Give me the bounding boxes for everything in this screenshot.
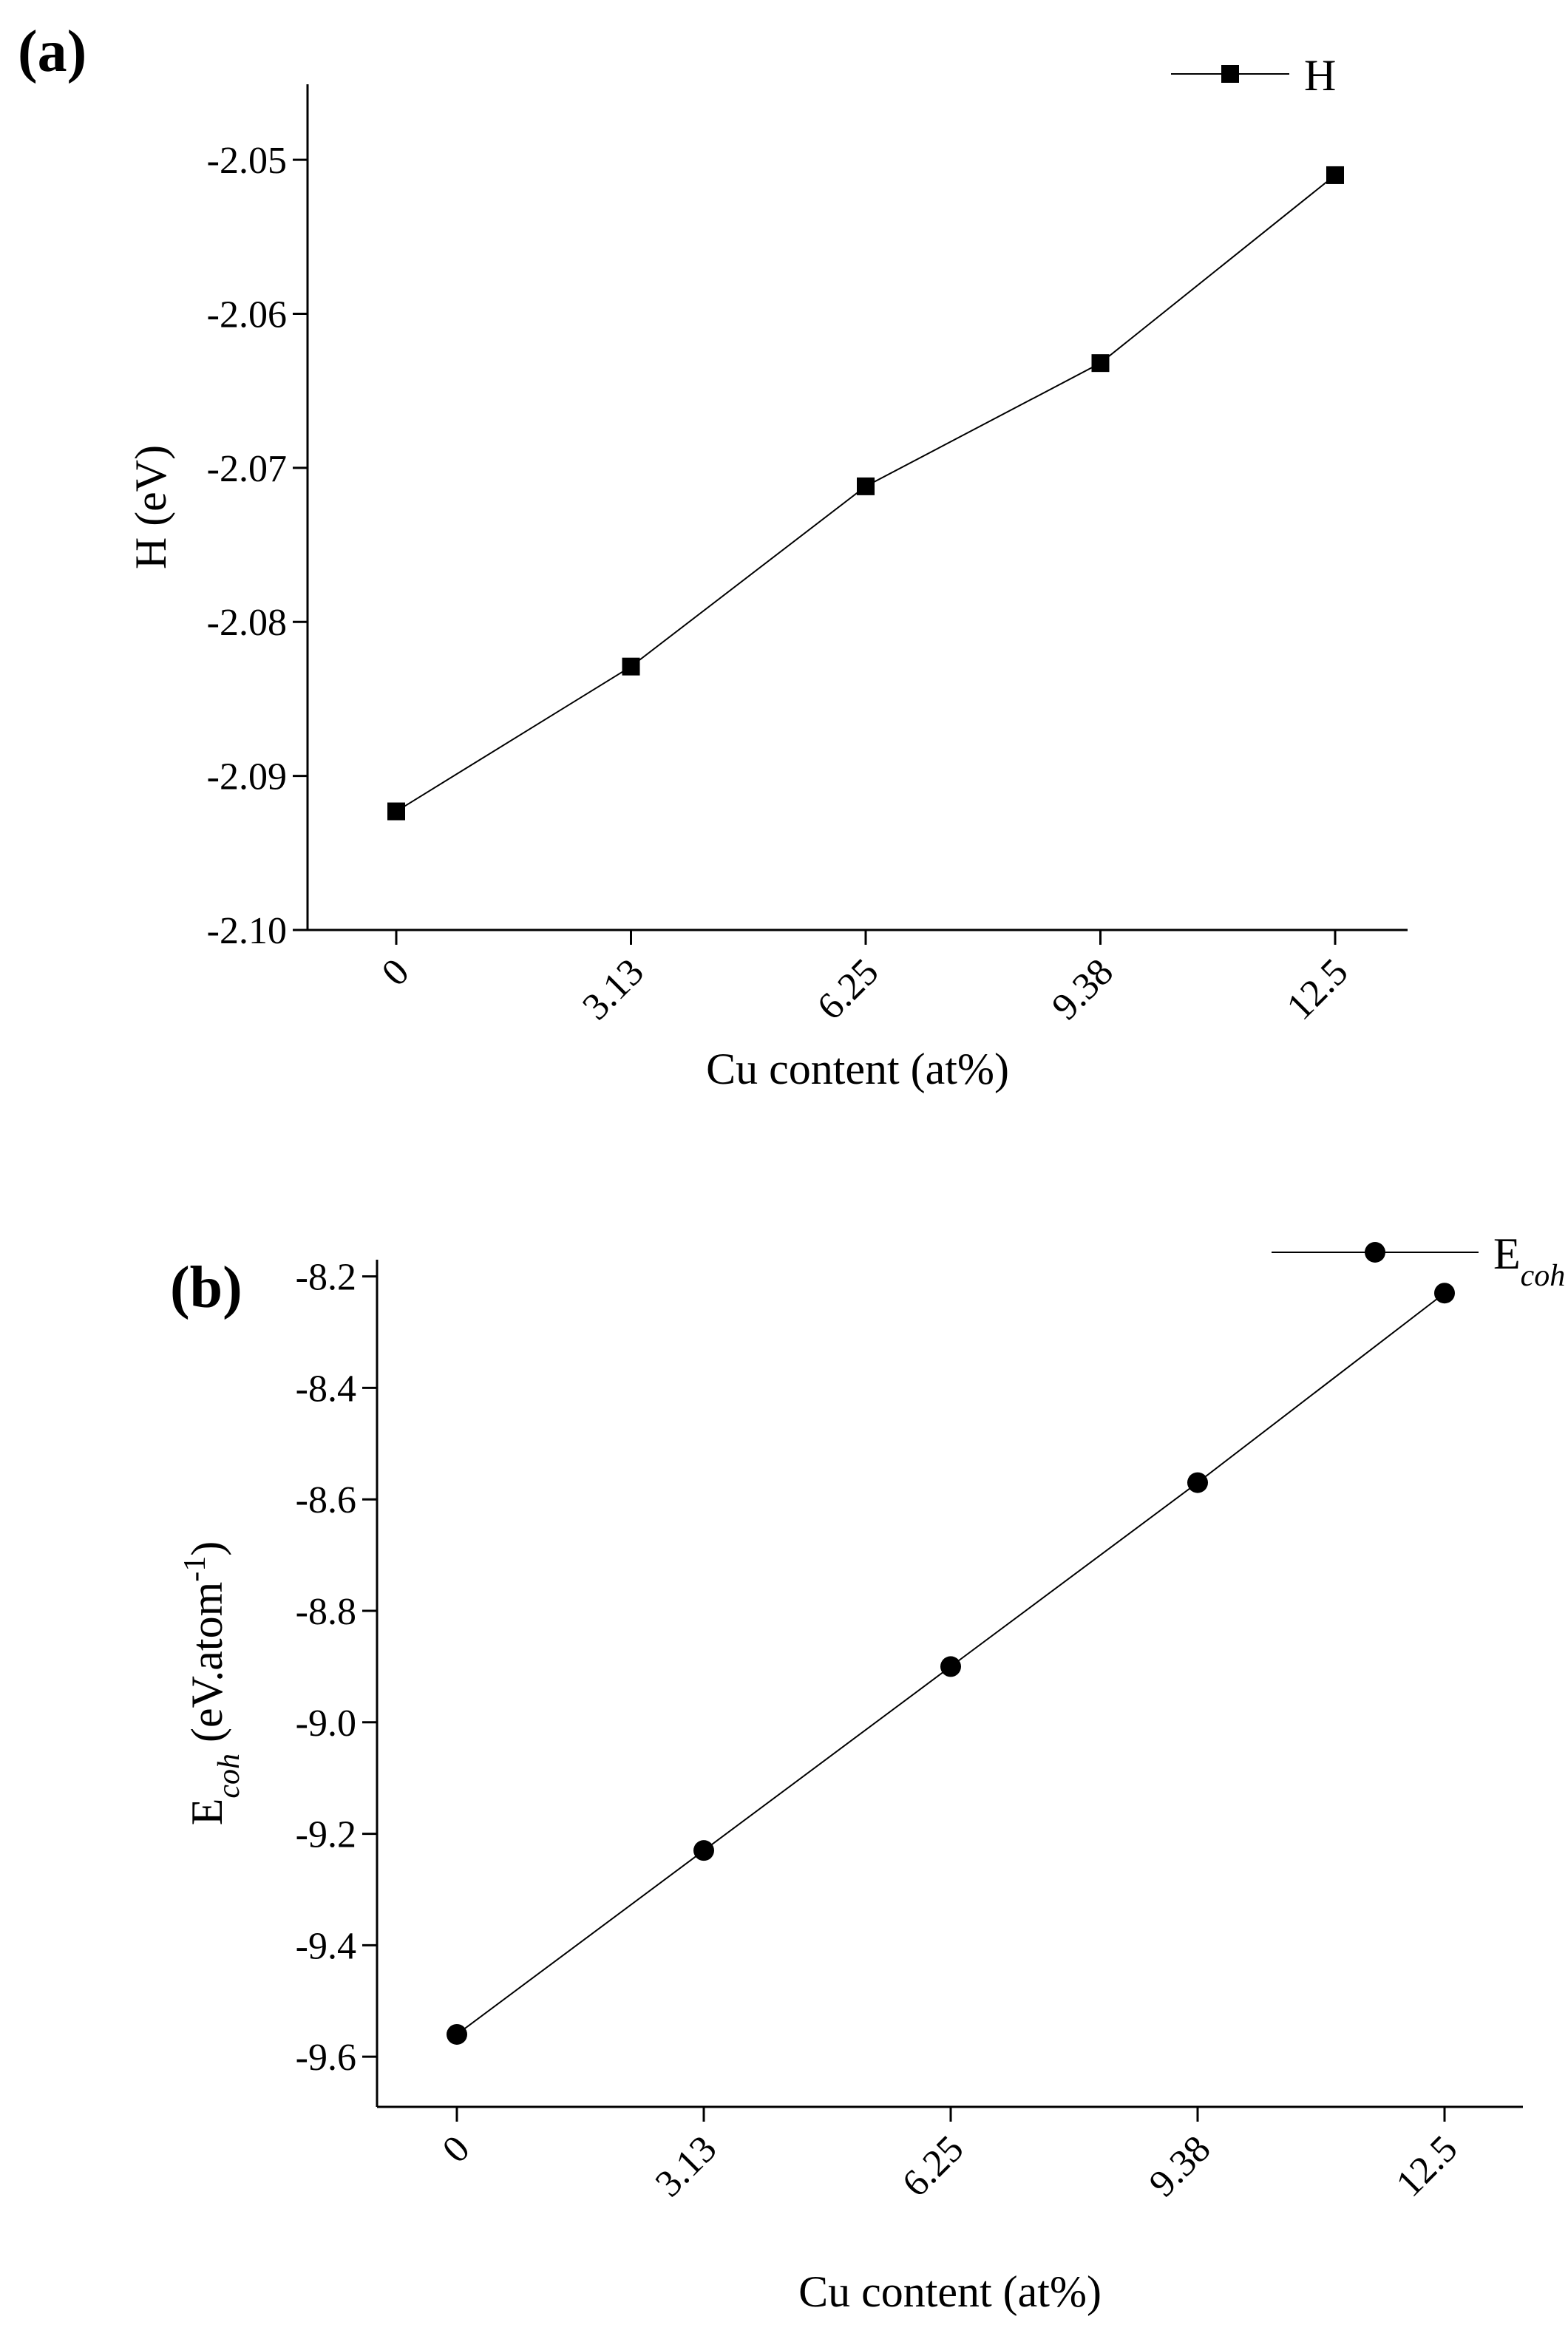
x-tick-label: 12.5: [1279, 951, 1357, 1028]
text-part: (eV.atom: [183, 1582, 231, 1754]
data-point: [622, 657, 640, 676]
y-tick-label: -9.2: [296, 1814, 356, 1856]
data-point: [1187, 1472, 1208, 1493]
panel-label: (a): [18, 19, 86, 84]
y-axis-title: Ecoh (eV.atom-1): [178, 1541, 246, 1825]
y-tick-label: -2.10: [207, 910, 287, 952]
x-tick-label: 6.25: [810, 951, 887, 1028]
data-point: [940, 1656, 961, 1677]
legend-marker: [1365, 1242, 1385, 1263]
text-part: H: [1304, 51, 1336, 100]
y-tick-label: -8.4: [296, 1368, 356, 1410]
x-tick-label: 12.5: [1388, 2128, 1466, 2205]
x-tick-label: 6.25: [895, 2128, 972, 2205]
data-point: [447, 2023, 467, 2045]
y-tick-label: -9.4: [296, 1925, 356, 1967]
legend-marker: [1221, 65, 1239, 83]
y-tick-label: -2.07: [207, 448, 287, 490]
legend-label: Ecoh: [1493, 1229, 1565, 1293]
text-part: E: [183, 1799, 231, 1826]
y-axis-title: H (eV): [126, 445, 175, 569]
data-point: [1091, 354, 1110, 373]
x-tick-label: 9.38: [1044, 951, 1121, 1028]
data-point: [1434, 1283, 1455, 1304]
y-tick-label: -8.6: [296, 1479, 356, 1521]
x-axis-title: Cu content (at%): [706, 1045, 1009, 1093]
text-part: -1: [178, 1556, 212, 1582]
y-tick-label: -2.09: [207, 756, 287, 798]
x-axis-title: Cu content (at%): [798, 2267, 1102, 2316]
y-tick-label: -2.08: [207, 602, 287, 644]
text-part: coh: [212, 1754, 246, 1799]
data-point: [857, 477, 875, 495]
y-tick-label: -8.8: [296, 1591, 356, 1633]
panel-label: (b): [170, 1255, 242, 1320]
legend-label: H: [1304, 51, 1336, 100]
data-point: [693, 1840, 714, 1861]
text-part: ): [183, 1541, 231, 1556]
x-tick-label: 3.13: [648, 2128, 725, 2205]
data-point: [1326, 166, 1344, 184]
y-tick-label: -2.06: [207, 293, 287, 336]
data-point: [387, 802, 405, 821]
x-tick-label: 9.38: [1141, 2128, 1219, 2205]
text-part: E: [1493, 1229, 1521, 1278]
y-tick-label: -9.6: [296, 2037, 356, 2079]
y-tick-label: -2.05: [207, 140, 287, 182]
x-tick-label: 0: [374, 951, 418, 994]
x-tick-label: 3.13: [574, 951, 652, 1028]
x-tick-label: 0: [435, 2128, 478, 2171]
text-part: coh: [1521, 1259, 1566, 1293]
y-tick-label: -9.0: [296, 1703, 356, 1745]
text-part: H (eV): [126, 445, 175, 569]
y-tick-label: -8.2: [296, 1257, 356, 1299]
